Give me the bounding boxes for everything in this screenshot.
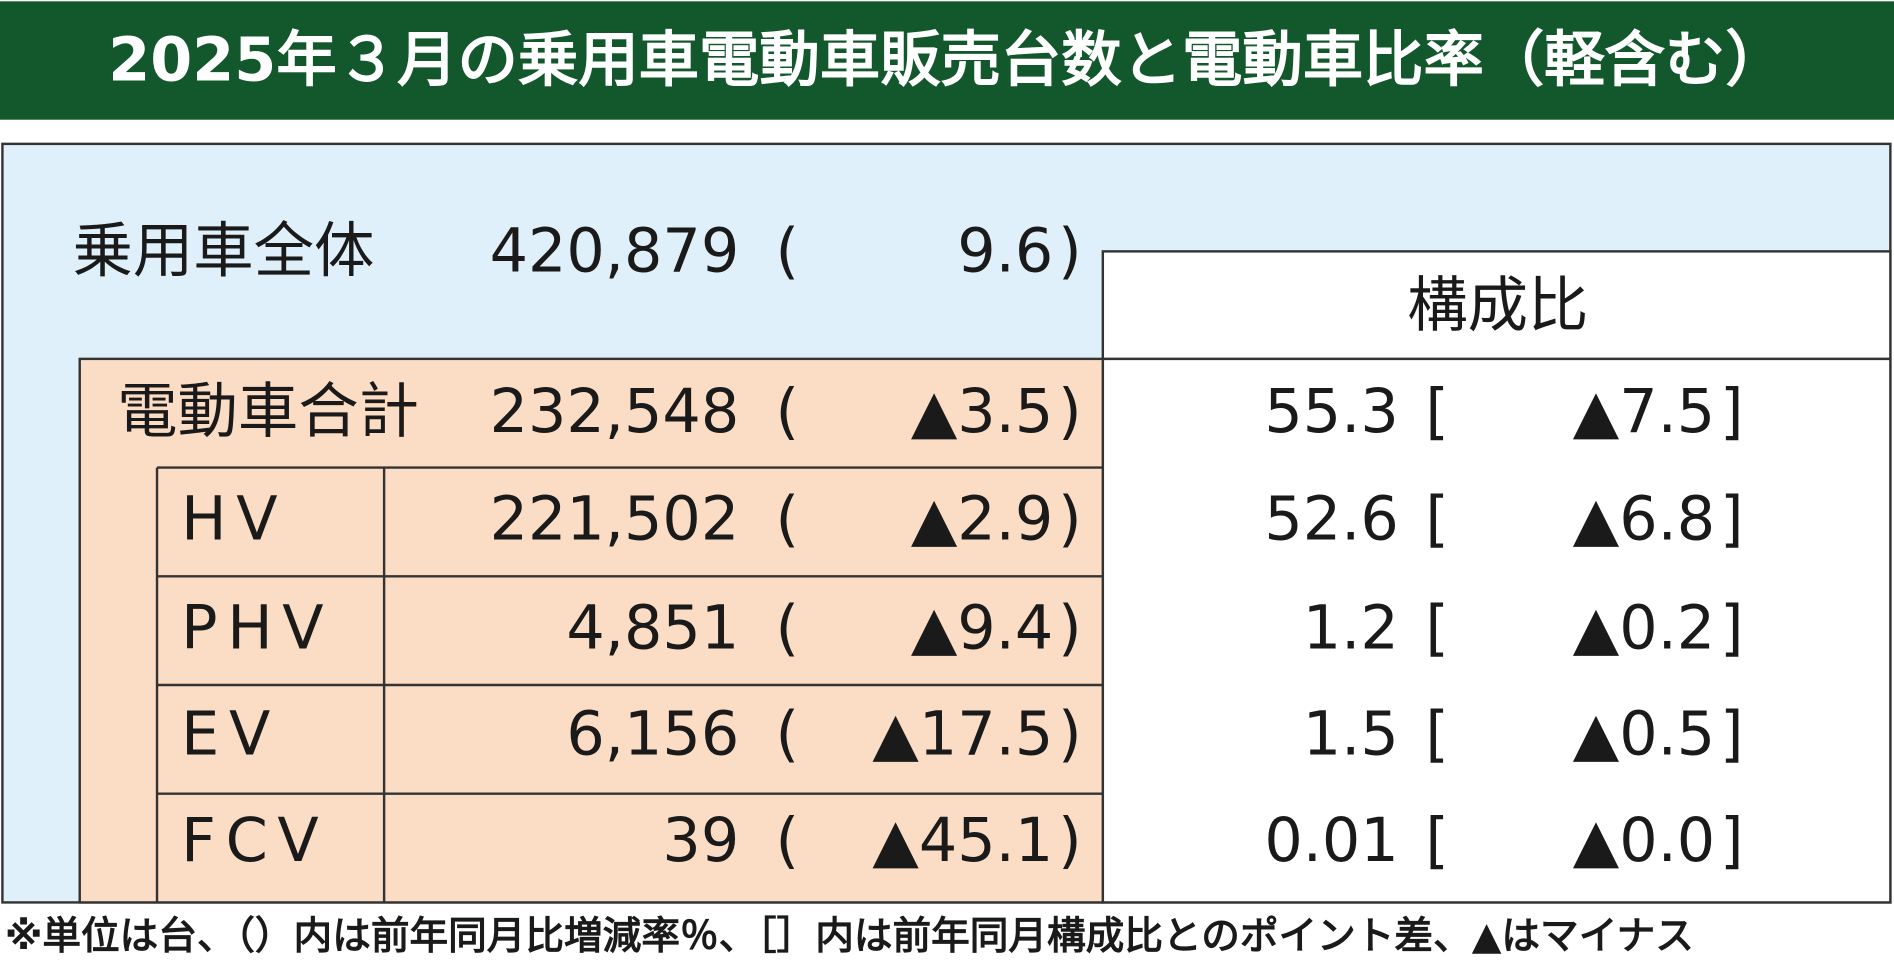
- share-change: ▲0.2: [1573, 593, 1715, 663]
- total-label: 乗用車全体: [72, 217, 374, 287]
- share: 1.5: [1303, 700, 1399, 770]
- change: ▲3.5: [911, 377, 1053, 447]
- bracket-close: ]: [1720, 700, 1744, 770]
- paren-open: (: [775, 217, 799, 287]
- paren-open: (: [775, 377, 799, 447]
- change: ▲2.9: [911, 485, 1053, 555]
- bracket-open: [: [1425, 485, 1449, 555]
- paren-open: (: [775, 593, 799, 663]
- share-box: [1101, 250, 1892, 904]
- paren-close: ): [1058, 217, 1082, 287]
- units: 221,502: [490, 485, 740, 555]
- row-label: EV: [181, 700, 280, 770]
- paren-close: ): [1058, 700, 1082, 770]
- units: 39: [662, 806, 739, 876]
- share: 0.01: [1264, 806, 1398, 876]
- title-bar: [0, 1, 1894, 120]
- paren-close: ): [1058, 377, 1082, 447]
- row-label: HV: [181, 485, 287, 555]
- bracket-close: ]: [1720, 593, 1744, 663]
- share-change: ▲0.5: [1573, 700, 1715, 770]
- bracket-close: ]: [1720, 806, 1744, 876]
- units: 232,548: [490, 377, 740, 447]
- share-header: 構成比: [1407, 271, 1588, 341]
- share: 1.2: [1303, 593, 1399, 663]
- row-label: FCV: [181, 806, 328, 876]
- change: ▲9.4: [911, 593, 1053, 663]
- bracket-close: ]: [1720, 485, 1744, 555]
- change: ▲17.5: [872, 700, 1053, 770]
- share-change: ▲6.8: [1573, 485, 1715, 555]
- paren-close: ): [1058, 806, 1082, 876]
- paren-open: (: [775, 485, 799, 555]
- paren-open: (: [775, 700, 799, 770]
- share: 52.6: [1264, 485, 1398, 555]
- row-label: PHV: [181, 593, 333, 663]
- paren-close: ): [1058, 593, 1082, 663]
- units: 420,879: [490, 217, 740, 287]
- bracket-open: [: [1425, 700, 1449, 770]
- title: 2025年３月の乗用車電動車販売台数と電動車比率（軽含む）: [108, 26, 1785, 96]
- row-label: 電動車合計: [117, 377, 419, 447]
- share-change: ▲0.0: [1573, 806, 1715, 876]
- bracket-close: ]: [1720, 377, 1744, 447]
- share-change: ▲7.5: [1573, 377, 1715, 447]
- units: 4,851: [566, 593, 739, 663]
- change: 9.6: [957, 217, 1053, 287]
- bracket-open: [: [1425, 806, 1449, 876]
- paren-close: ): [1058, 485, 1082, 555]
- change: ▲45.1: [872, 806, 1053, 876]
- footnote: ※単位は台、（）内は前年同月比増減率％、［］内は前年同月構成比とのポイント差、▲…: [5, 914, 1694, 959]
- paren-open: (: [775, 806, 799, 876]
- bracket-open: [: [1425, 593, 1449, 663]
- bracket-open: [: [1425, 377, 1449, 447]
- ev-box: [78, 357, 1105, 904]
- share: 55.3: [1264, 377, 1398, 447]
- units: 6,156: [566, 700, 739, 770]
- cell-lines: [155, 466, 1103, 903]
